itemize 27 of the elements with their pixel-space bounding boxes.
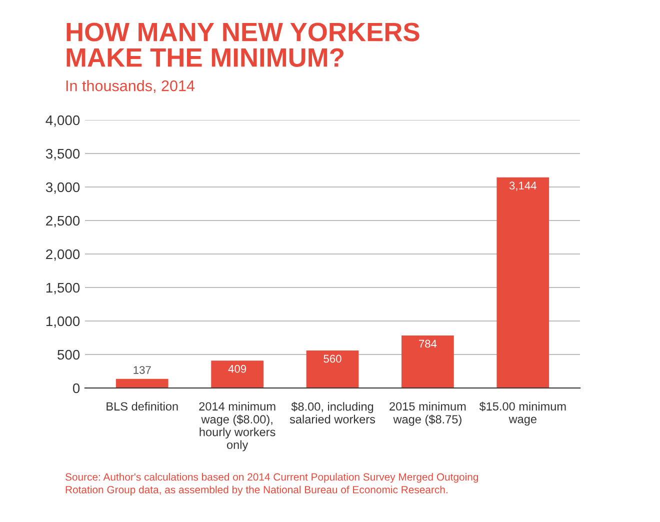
chart-title: HOW MANY NEW YORKERS MAKE THE MINIMUM? bbox=[66, 22, 420, 67]
bar bbox=[211, 360, 264, 388]
y-tick-label: 1,500 bbox=[46, 282, 80, 294]
source-note: Source: Author's calculations based on 2014 Current Population Survey Merged Outgoing Rotation Group data, as assembled by the National Bureau of Economic Research. bbox=[65, 473, 478, 496]
x-tick-label: 2015 minimum wage ($8.75) bbox=[390, 402, 466, 426]
y-tick-label: 2,000 bbox=[46, 249, 80, 261]
x-tick-label: $8.00, including salaried workers bbox=[290, 402, 376, 424]
data-label: 560 bbox=[324, 354, 342, 363]
y-tick-label: 0 bbox=[72, 383, 80, 394]
bar bbox=[306, 350, 359, 388]
y-tick-label: 3,500 bbox=[46, 148, 80, 160]
data-label: 137 bbox=[134, 366, 151, 374]
data-label: 409 bbox=[228, 364, 246, 373]
x-tick-label: BLS definition bbox=[106, 402, 178, 411]
bar bbox=[496, 177, 550, 388]
x-tick-label: $15.00 minimum wage bbox=[479, 402, 566, 426]
y-tick-label: 3,000 bbox=[46, 182, 80, 194]
y-tick-label: 4,000 bbox=[46, 115, 80, 127]
bar bbox=[402, 335, 454, 388]
bar bbox=[116, 378, 168, 388]
y-tick-label: 500 bbox=[58, 350, 80, 360]
x-tick-label: 2014 minimum wage ($8.00), hourly workers only bbox=[199, 402, 276, 452]
data-label: 3,144 bbox=[509, 182, 536, 191]
data-label: 784 bbox=[418, 340, 437, 348]
y-tick-label: 2,500 bbox=[46, 216, 80, 228]
chart-subtitle: In thousands, 2014 bbox=[66, 80, 195, 94]
y-tick-label: 1,000 bbox=[46, 316, 80, 328]
